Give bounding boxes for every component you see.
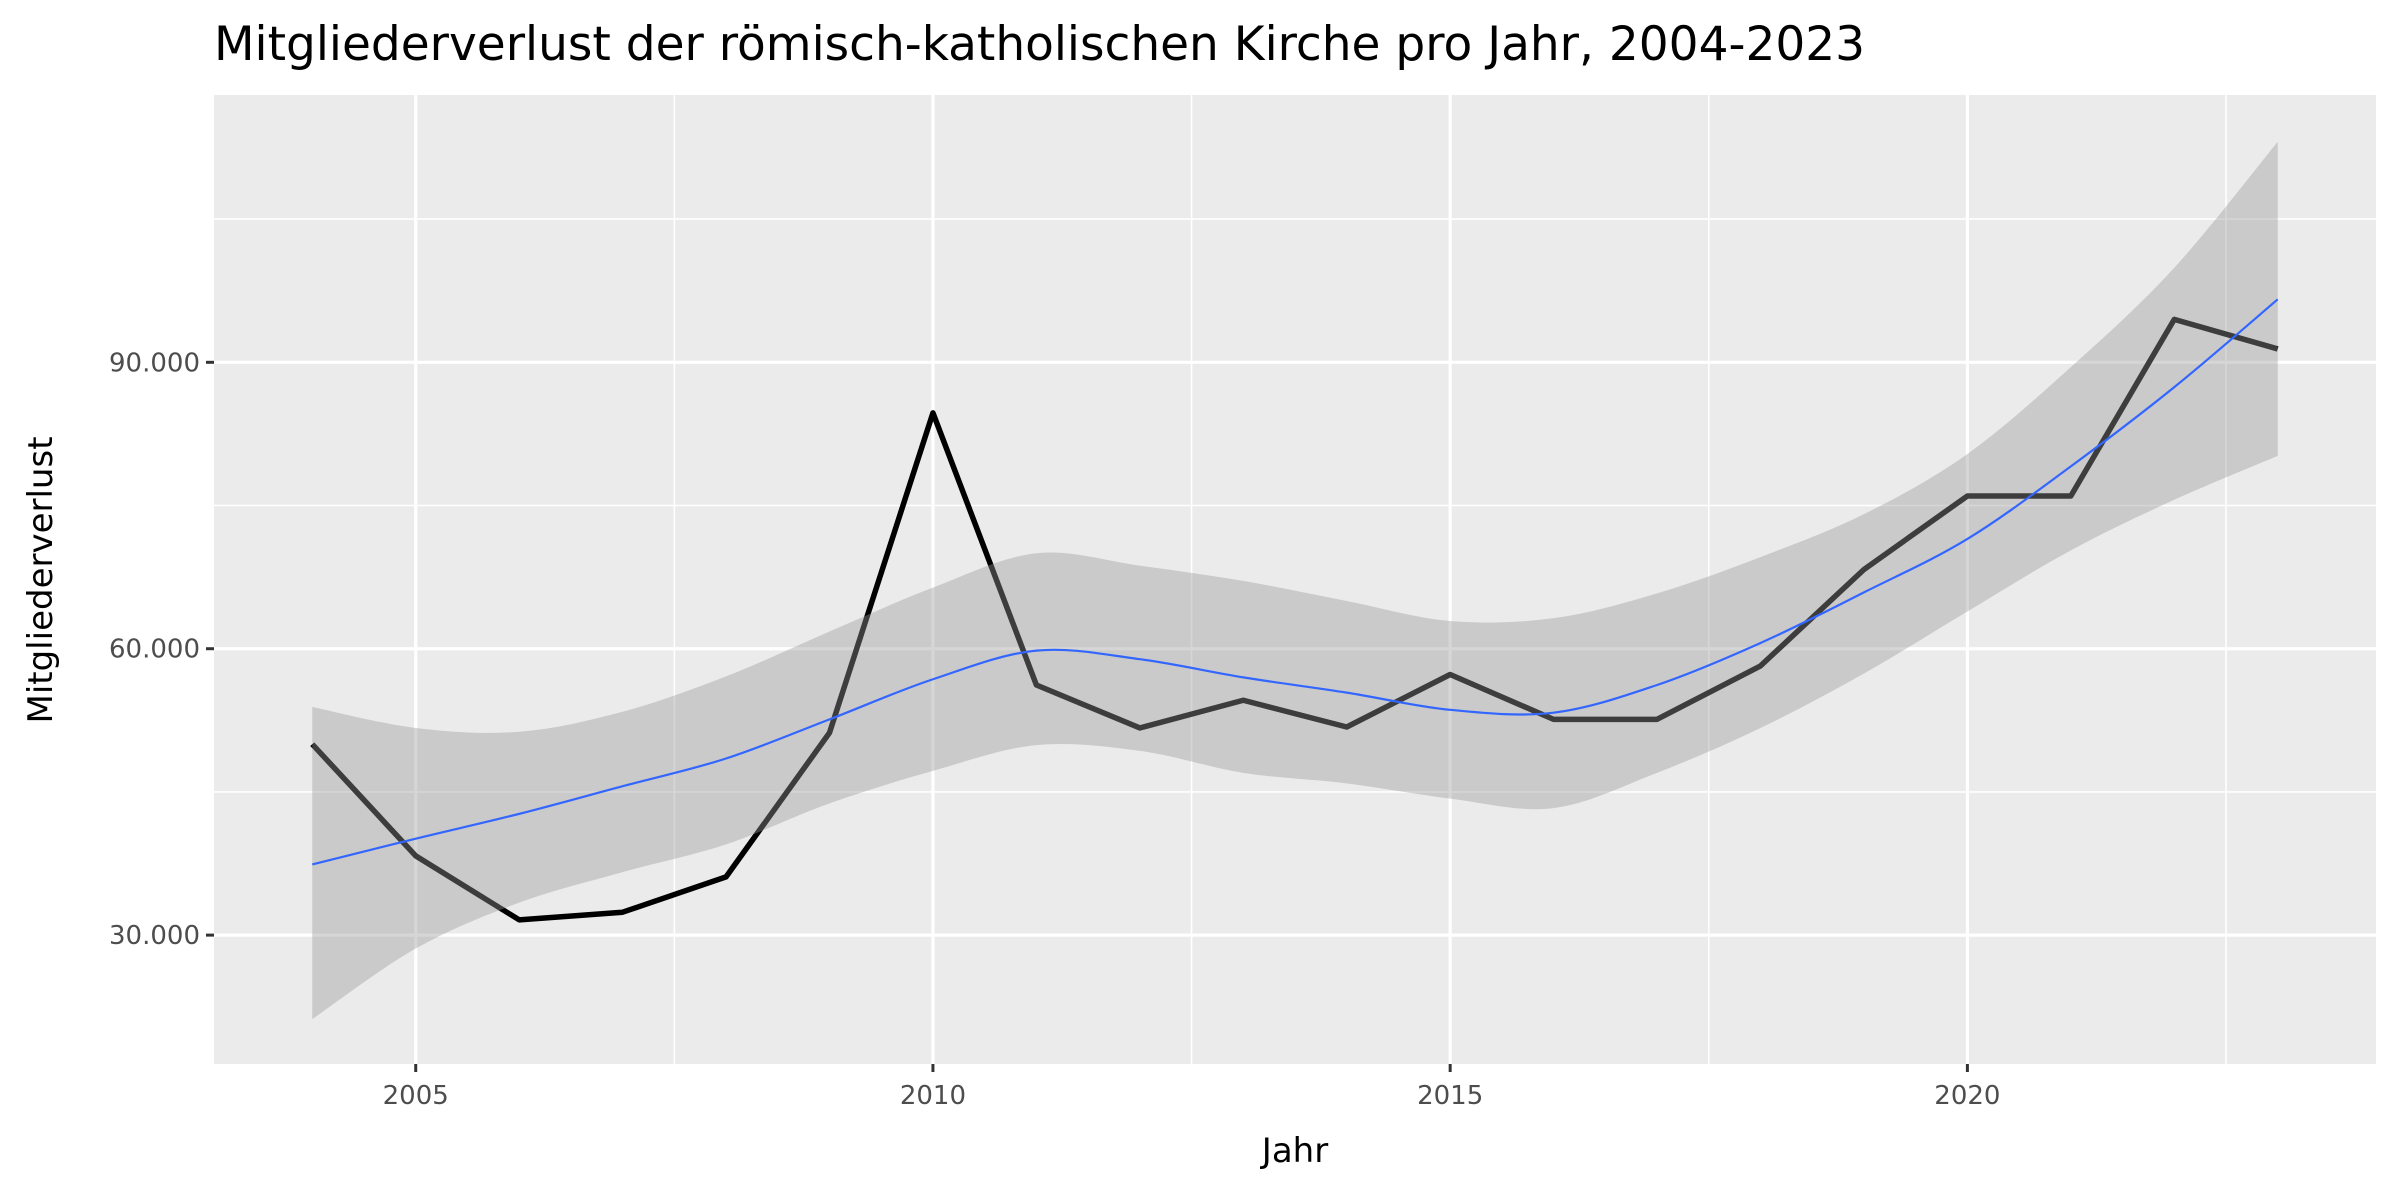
x-tick-label: 2020 [1934, 1081, 2000, 1111]
plot-panel [214, 95, 2376, 1064]
x-tick-label: 2010 [900, 1081, 966, 1111]
x-tick-label: 2015 [1417, 1081, 1483, 1111]
smooth-line [312, 298, 2279, 866]
y-tick-label: 60.000 [109, 635, 200, 665]
gridlines [214, 95, 2376, 1064]
y-tick-label: 90.000 [109, 348, 200, 378]
x-tick-label: 2005 [383, 1081, 449, 1111]
y-axis-title: Mitgliederverlust [21, 436, 61, 723]
y-tick-label: 30.000 [109, 921, 200, 951]
x-axis-title: Jahr [1260, 1131, 1328, 1171]
data-line [310, 316, 2279, 923]
confidence-ribbon [312, 141, 2278, 1020]
chart-title: Mitgliederverlust der römisch-katholisch… [214, 17, 1865, 72]
